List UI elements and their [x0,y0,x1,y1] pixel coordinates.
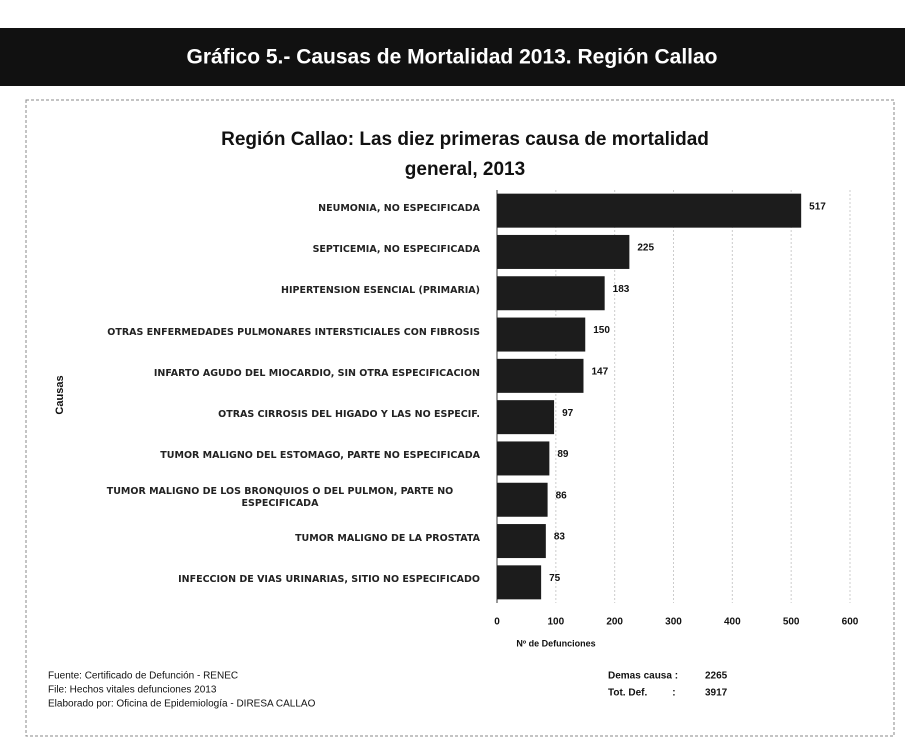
category-label-box: TUMOR MALIGNO DEL ESTOMAGO, PARTE NO ESP… [60,436,480,476]
bar [497,276,605,311]
category-label-box: TUMOR MALIGNO DE LOS BRONQUIOS O DEL PUL… [60,478,480,518]
value-label: 225 [637,243,654,254]
bar [497,317,586,352]
bar [497,400,555,435]
value-label: 517 [809,201,826,212]
bar [497,234,630,269]
x-tick-label: 200 [606,617,623,628]
category-label-box: NEUMONIA, NO ESPECIFICADA [60,189,480,229]
bar [497,441,550,476]
bar [497,193,802,228]
bar [497,565,542,600]
y-tick-label: SEPTICEMIA, NO ESPECIFICADA [312,243,480,255]
category-label-box: OTRAS ENFERMEDADES PULMONARES INTERSTICI… [60,313,480,353]
category-label-box: OTRAS CIRROSIS DEL HIGADO Y LAS NO ESPEC… [60,395,480,435]
y-tick-label: TUMOR MALIGNO DEL ESTOMAGO, PARTE NO ESP… [160,450,480,462]
category-label-box: INFECCION DE VIAS URINARIAS, SITIO NO ES… [60,560,480,600]
y-tick-label: INFARTO AGUDO DEL MIOCARDIO, SIN OTRA ES… [153,367,480,379]
header-band [0,28,905,86]
bar [497,482,548,517]
category-label-box: HIPERTENSION ESENCIAL (PRIMARIA) [60,271,480,311]
y-axis-label: Causas [54,375,66,414]
footer-source: Elaborado por: Oficina de Epidemiología … [48,699,316,710]
total-value: 3917 [705,688,728,699]
x-tick-label: 0 [494,617,500,628]
y-tick-label: OTRAS CIRROSIS DEL HIGADO Y LAS NO ESPEC… [218,409,480,421]
x-tick-label: 400 [724,617,741,628]
x-tick-label: 600 [842,617,859,628]
category-label-box: INFARTO AGUDO DEL MIOCARDIO, SIN OTRA ES… [60,354,480,394]
x-axis-label: Nº de Defunciones [516,638,595,648]
frame [25,99,895,737]
footer-source: File: Hechos vitales defunciones 2013 [48,685,217,696]
y-tick-label: TUMOR MALIGNO DE LA PROSTATA [295,533,480,545]
category-label-box: SEPTICEMIA, NO ESPECIFICADA [60,230,480,270]
value-label: 89 [557,449,569,460]
value-label: 86 [556,490,568,501]
value-label: 150 [593,325,610,336]
chart-title: Región Callao: Las diez primeras causa d… [221,129,709,180]
y-tick-label: NEUMONIA, NO ESPECIFICADA [318,202,480,214]
bar [497,358,584,393]
x-tick-label: 100 [547,617,564,628]
footer-source: Fuente: Certificado de Defunción - RENEC [48,671,238,682]
value-label: 147 [591,366,608,377]
bar [497,524,546,559]
value-label: 75 [549,573,561,584]
value-label: 83 [554,532,566,543]
y-tick-label: HIPERTENSION ESENCIAL (PRIMARIA) [281,285,480,297]
total-label: Demas causa : [608,671,678,682]
y-tick-label: OTRAS ENFERMEDADES PULMONARES INTERSTICI… [107,326,480,338]
y-tick-label: INFECCION DE VIAS URINARIAS, SITIO NO ES… [178,574,480,586]
x-tick-label: 300 [665,617,682,628]
value-label: 183 [613,284,630,295]
total-label: Tot. Def. : [608,688,676,699]
category-label-box: TUMOR MALIGNO DE LA PROSTATA [60,519,480,559]
header-title: Gráfico 5.- Causas de Mortalidad 2013. R… [187,46,718,69]
y-tick-label: TUMOR MALIGNO DE LOS BRONQUIOS O DEL PUL… [106,485,454,509]
total-value: 2265 [705,671,728,682]
value-label: 97 [562,408,574,419]
x-tick-label: 500 [783,617,800,628]
